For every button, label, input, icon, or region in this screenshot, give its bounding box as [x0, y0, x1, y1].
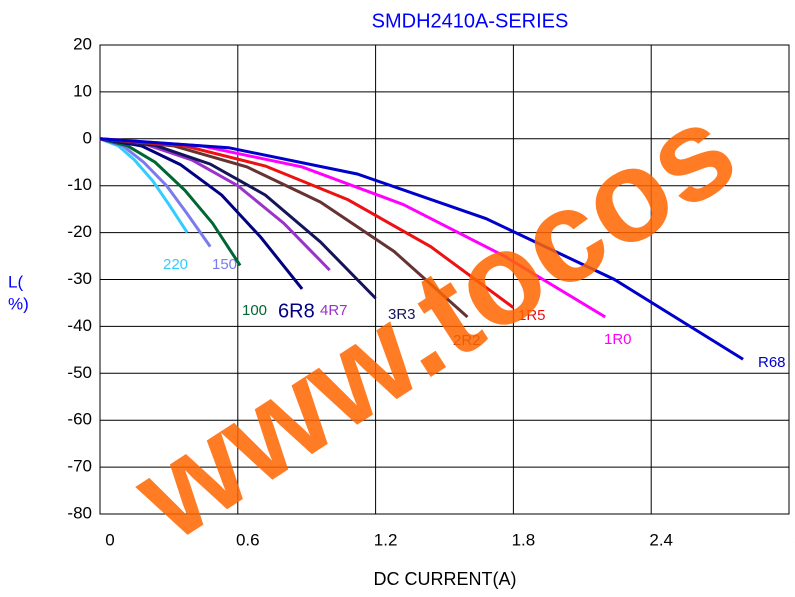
y-tick-label: -30 [67, 269, 92, 288]
y-tick-label: 10 [73, 81, 92, 100]
y-axis-label: L( [8, 272, 23, 291]
y-tick-label: -10 [67, 175, 92, 194]
series-label: 150 [212, 256, 237, 273]
y-tick-label: 20 [73, 34, 92, 53]
series-line [99, 137, 242, 267]
y-tick-label: -50 [67, 363, 92, 382]
y-tick-label: -20 [67, 222, 92, 241]
x-tick-label: 0.6 [236, 530, 260, 549]
chart-title: SMDH2410A-SERIES [372, 10, 569, 32]
x-tick-label: 0 [105, 530, 114, 549]
series-label: 2R2 [453, 332, 481, 349]
plot-frame [99, 44, 790, 515]
x-tick-label: 2.4 [649, 530, 673, 549]
series-line [99, 137, 212, 248]
series-label: 3R3 [388, 306, 416, 323]
series-label: 100 [242, 302, 267, 319]
series-label: R68 [758, 354, 786, 371]
x-axis-label: DC CURRENT(A) [374, 569, 517, 589]
y-tick-label: 0 [83, 128, 92, 147]
series-line [99, 137, 744, 361]
series-label: 6R8 [278, 300, 315, 322]
series-label: 1R5 [518, 307, 546, 324]
y-tick-label: -80 [67, 503, 92, 522]
y-tick-label: -70 [67, 457, 92, 476]
y-tick-label: -60 [67, 410, 92, 429]
y-tick-label: -40 [67, 316, 92, 335]
y-axis-label: %) [8, 294, 29, 313]
series-line [99, 137, 304, 290]
watermark: www.tocos [108, 74, 760, 568]
series-label: 1R0 [604, 331, 632, 348]
x-tick-label: 1.8 [512, 530, 536, 549]
series-label: 220 [163, 256, 188, 273]
x-tick-label: 1.2 [374, 530, 398, 549]
series-label: 4R7 [320, 302, 348, 319]
